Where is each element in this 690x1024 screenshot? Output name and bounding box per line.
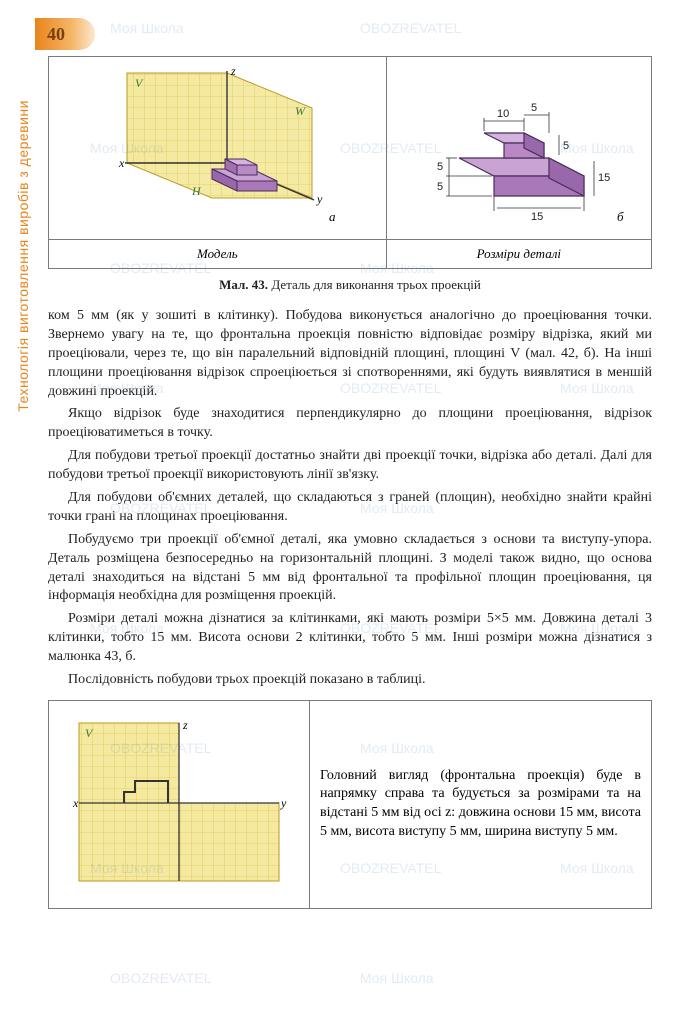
dim-15a: 15: [598, 172, 610, 184]
dim-5a: 5: [531, 102, 537, 114]
axis-y-label: y: [316, 192, 323, 206]
para-6: Послідовність побудови трьох проекцій по…: [48, 671, 652, 690]
figure-43-caption: Мал. 43. Деталь для виконання трьох прое…: [48, 277, 652, 293]
axis-z2: z: [182, 718, 188, 732]
figure-43a-label: Модель: [49, 240, 387, 269]
subfig-b-label: б: [617, 209, 624, 224]
figure-43b-cell: 10 5 5 15 15 5 5 б: [386, 57, 651, 240]
caption-bold: Мал. 43.: [219, 277, 268, 292]
para-3: Для побудови об'ємних деталей, що склада…: [48, 489, 652, 527]
watermark: OBOZREVATEL: [360, 20, 461, 36]
caption-rest: Деталь для виконання трьох проекцій: [268, 277, 481, 292]
watermark: Моя Школа: [360, 970, 434, 986]
page-number: 40: [47, 24, 65, 45]
para-2: Для побудови третьої проекції достатньо …: [48, 447, 652, 485]
projection-steps-table: z x y V Головний вигляд (фронтальна прое…: [48, 700, 652, 909]
figure-43b-svg: 10 5 5 15 15 5 5 б: [399, 63, 639, 228]
figure-43b-label: Розміри деталі: [386, 240, 651, 269]
para-4: Побудуємо три проекції об'ємної деталі, …: [48, 531, 652, 607]
axis-y2: y: [280, 796, 287, 810]
axis-x2: x: [72, 796, 79, 810]
para-1: Якщо відрізок буде знаходитися перпендик…: [48, 405, 652, 443]
step-image-cell: z x y V: [49, 700, 310, 908]
body-text: ком 5 мм (як у зошиті в клітинку). Побуд…: [48, 307, 652, 690]
dim-15b: 15: [531, 211, 543, 223]
para-5: Розміри деталі можна дізнатися за клітин…: [48, 610, 652, 667]
step-svg: z x y V: [59, 711, 299, 891]
dim-5c: 5: [437, 161, 443, 173]
plane-w-label: W: [295, 104, 306, 118]
figure-43a-svg: z x y V W H: [67, 63, 367, 228]
para-0: ком 5 мм (як у зошиті в клітинку). Побуд…: [48, 307, 652, 401]
figure-43a-cell: z x y V W H: [49, 57, 387, 240]
watermark: Моя Школа: [110, 20, 184, 36]
subfig-a-label: а: [329, 209, 336, 224]
page-content: z x y V W H: [48, 56, 652, 909]
axis-x-label: x: [118, 156, 125, 170]
dim-5b: 5: [563, 140, 569, 152]
watermark: OBOZREVATEL: [110, 970, 211, 986]
dim-10: 10: [497, 108, 509, 120]
plane-h-label: H: [191, 184, 202, 198]
step-text-cell: Головний вигляд (фронтальна проекція) бу…: [310, 700, 652, 908]
axis-z-label: z: [230, 64, 236, 78]
figure-43-table: z x y V W H: [48, 56, 652, 269]
dim-5d: 5: [437, 181, 443, 193]
page-number-badge: 40: [35, 18, 95, 50]
part-dimensioned: [459, 133, 599, 196]
section-side-label: Технологія виготовлення виробів з дереви…: [15, 100, 31, 412]
